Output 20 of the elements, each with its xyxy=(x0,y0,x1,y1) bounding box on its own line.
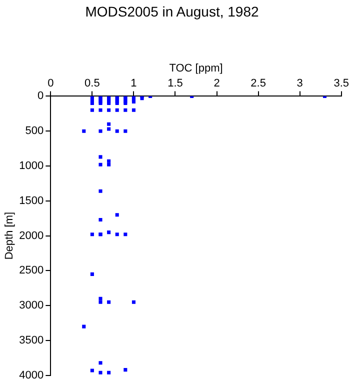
x-tick-label: 1 xyxy=(130,78,137,90)
x-tick-label: 0 xyxy=(48,78,54,90)
y-tick-label: 2000 xyxy=(19,230,44,242)
x-tick-label: 0.5 xyxy=(84,78,100,90)
y-tick-label: 1500 xyxy=(19,194,44,207)
y-tick-label: 0 xyxy=(38,90,44,102)
y-tick-label: 2500 xyxy=(19,264,44,277)
x-tick-label: 3 xyxy=(296,78,303,90)
chart-title: MODS2005 in August, 1982 xyxy=(85,3,259,20)
y-axis-title: Depth [m] xyxy=(4,212,16,260)
y-tick-label: 1000 xyxy=(19,160,44,172)
x-tick-label: 2.5 xyxy=(250,78,266,90)
y-tick-label: 3500 xyxy=(19,334,44,347)
y-tick-label: 4000 xyxy=(19,369,44,382)
y-tick-label: 500 xyxy=(25,125,44,138)
y-tick-label: 3000 xyxy=(19,300,44,312)
x-tick-label: 3.5 xyxy=(334,78,350,90)
x-tick-label: 1.5 xyxy=(168,78,183,90)
x-tick-label: 2 xyxy=(214,78,220,90)
x-axis-title: TOC [ppm] xyxy=(169,62,223,74)
